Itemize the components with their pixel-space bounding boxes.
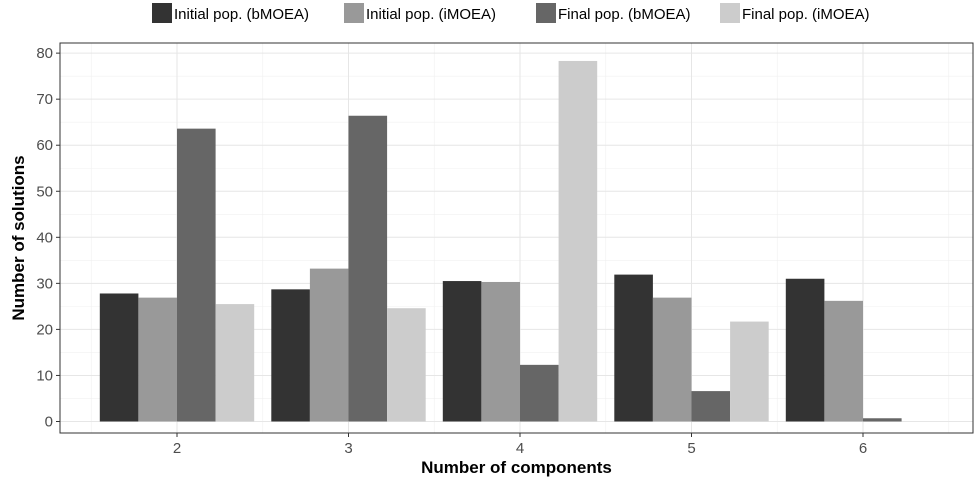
bar: [215, 304, 255, 422]
bar: [520, 364, 559, 422]
legend-label: Initial pop. (iMOEA): [366, 6, 496, 23]
x-tick-label: 2: [173, 440, 181, 457]
legend-swatch: [344, 3, 364, 23]
bar: [387, 308, 426, 422]
plot-panel: [59, 42, 974, 434]
bar: [138, 297, 177, 422]
bar: [863, 418, 902, 422]
legend-label: Final pop. (iMOEA): [742, 6, 870, 23]
bar: [558, 60, 598, 422]
x-axis: 2 3 4 5 6: [173, 433, 867, 457]
bar: [348, 115, 388, 422]
bar: [442, 281, 482, 422]
y-tick-label: 50: [36, 183, 53, 200]
y-tick-label: 80: [36, 45, 53, 62]
plot-border: [59, 42, 974, 434]
legend-item: Final pop. (iMOEA): [720, 3, 870, 23]
legend-swatch: [536, 3, 556, 23]
bar: [309, 268, 349, 422]
bar: [99, 293, 139, 422]
bar: [271, 289, 310, 422]
y-tick-label: 10: [36, 367, 53, 384]
y-tick-label: 40: [36, 229, 53, 246]
bar: [652, 297, 692, 422]
y-tick-label: 60: [36, 137, 53, 154]
bars: [99, 60, 902, 422]
y-tick-label: 0: [45, 413, 53, 430]
y-tick-label: 20: [36, 321, 53, 338]
legend-swatch: [152, 3, 172, 23]
legend-item: Final pop. (bMOEA): [536, 3, 691, 23]
bar: [691, 391, 731, 422]
bar: [614, 274, 653, 422]
bar: [730, 321, 769, 422]
legend-item: Initial pop. (bMOEA): [152, 3, 309, 23]
x-tick-label: 4: [516, 440, 524, 457]
x-tick-label: 6: [859, 440, 867, 457]
legend-label: Initial pop. (bMOEA): [174, 6, 309, 23]
x-tick-label: 3: [344, 440, 352, 457]
x-tick-label: 5: [687, 440, 695, 457]
legend: Initial pop. (bMOEA) Initial pop. (iMOEA)…: [152, 3, 870, 23]
bar: [177, 128, 216, 422]
legend-swatch: [720, 3, 740, 23]
y-tick-label: 30: [36, 275, 53, 292]
y-axis-title: Number of solutions: [9, 155, 28, 320]
bar: [824, 300, 863, 422]
bar: [481, 281, 520, 422]
bar: [785, 278, 825, 422]
legend-label: Final pop. (bMOEA): [558, 6, 691, 23]
legend-item: Initial pop. (iMOEA): [344, 3, 496, 23]
x-axis-title: Number of components: [421, 458, 612, 477]
y-axis: 0 10 20 30 40 50 60 70 80: [36, 45, 60, 430]
y-tick-label: 70: [36, 91, 53, 108]
